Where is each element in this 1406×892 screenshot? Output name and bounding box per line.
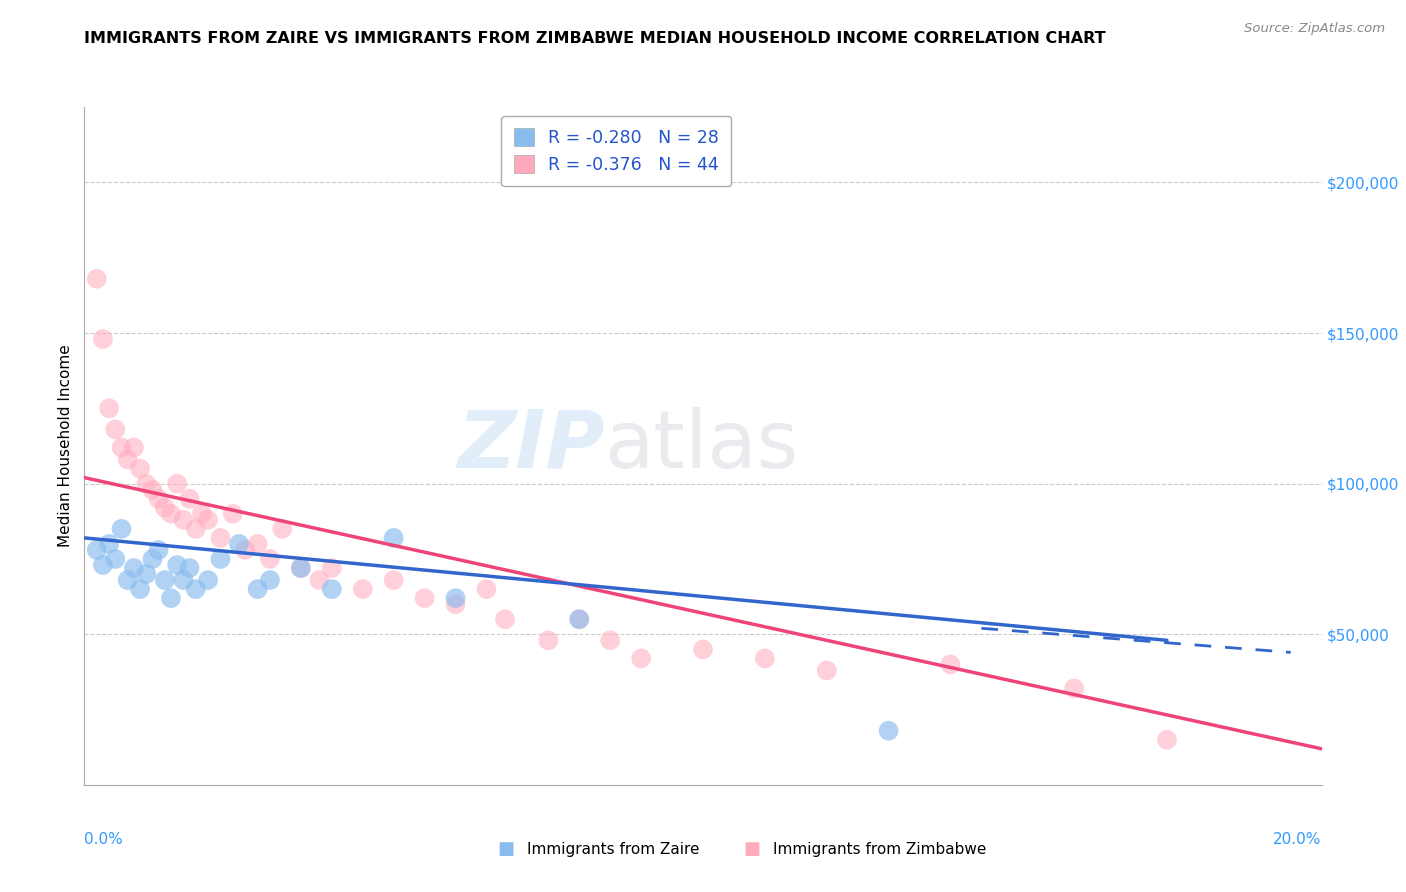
Text: Immigrants from Zaire: Immigrants from Zaire: [527, 842, 700, 856]
Point: [259, 552, 281, 566]
Point: [91, 332, 114, 346]
Point: [153, 573, 176, 587]
Text: Source: ZipAtlas.com: Source: ZipAtlas.com: [1244, 22, 1385, 36]
Text: IMMIGRANTS FROM ZAIRE VS IMMIGRANTS FROM ZIMBABWE MEDIAN HOUSEHOLD INCOME CORREL: IMMIGRANTS FROM ZAIRE VS IMMIGRANTS FROM…: [84, 31, 1107, 46]
Point: [122, 561, 145, 575]
Point: [599, 633, 621, 648]
Text: atlas: atlas: [605, 407, 799, 485]
Point: [98, 401, 121, 416]
Point: [191, 507, 214, 521]
Point: [104, 422, 127, 436]
Point: [98, 537, 121, 551]
Point: [160, 591, 183, 606]
Text: ■: ■: [498, 840, 515, 858]
Point: [233, 543, 256, 558]
Point: [271, 522, 294, 536]
Point: [444, 597, 467, 611]
Point: [179, 491, 201, 506]
Point: [877, 723, 900, 738]
Point: [568, 612, 591, 626]
Point: [184, 582, 207, 596]
Point: [160, 507, 183, 521]
Point: [172, 573, 194, 587]
Point: [290, 561, 312, 575]
Point: [141, 483, 163, 497]
Point: [148, 543, 170, 558]
Point: [321, 561, 343, 575]
Point: [444, 591, 467, 606]
Point: [630, 651, 652, 665]
Point: [148, 491, 170, 506]
Point: [110, 522, 132, 536]
Point: [754, 651, 776, 665]
Point: [117, 573, 139, 587]
Point: [91, 558, 114, 572]
Point: [228, 537, 250, 551]
Point: [1063, 681, 1085, 696]
Point: [153, 500, 176, 515]
Point: [1156, 732, 1178, 747]
Point: [537, 633, 560, 648]
Point: [129, 582, 152, 596]
Text: 20.0%: 20.0%: [1274, 832, 1322, 847]
Point: [122, 441, 145, 455]
Point: [104, 552, 127, 566]
Text: ZIP: ZIP: [457, 407, 605, 485]
Legend: R = -0.280   N = 28, R = -0.376   N = 44: R = -0.280 N = 28, R = -0.376 N = 44: [502, 116, 731, 186]
Point: [246, 537, 269, 551]
Point: [382, 573, 405, 587]
Point: [352, 582, 374, 596]
Point: [939, 657, 962, 672]
Point: [86, 272, 108, 286]
Point: [475, 582, 498, 596]
Point: [179, 561, 201, 575]
Point: [172, 513, 194, 527]
Point: [197, 513, 219, 527]
Text: ■: ■: [744, 840, 761, 858]
Point: [117, 452, 139, 467]
Point: [692, 642, 714, 657]
Text: 0.0%: 0.0%: [84, 832, 124, 847]
Point: [86, 543, 108, 558]
Point: [129, 461, 152, 475]
Point: [209, 531, 232, 545]
Point: [135, 567, 157, 582]
Y-axis label: Median Household Income: Median Household Income: [58, 344, 73, 548]
Point: [135, 476, 157, 491]
Text: Immigrants from Zimbabwe: Immigrants from Zimbabwe: [773, 842, 987, 856]
Point: [166, 476, 188, 491]
Point: [568, 612, 591, 626]
Point: [259, 573, 281, 587]
Point: [222, 507, 245, 521]
Point: [166, 558, 188, 572]
Point: [209, 552, 232, 566]
Point: [246, 582, 269, 596]
Point: [382, 531, 405, 545]
Point: [110, 441, 132, 455]
Point: [141, 552, 163, 566]
Point: [413, 591, 436, 606]
Point: [815, 664, 838, 678]
Point: [184, 522, 207, 536]
Point: [494, 612, 516, 626]
Point: [290, 561, 312, 575]
Point: [197, 573, 219, 587]
Point: [321, 582, 343, 596]
Point: [308, 573, 330, 587]
